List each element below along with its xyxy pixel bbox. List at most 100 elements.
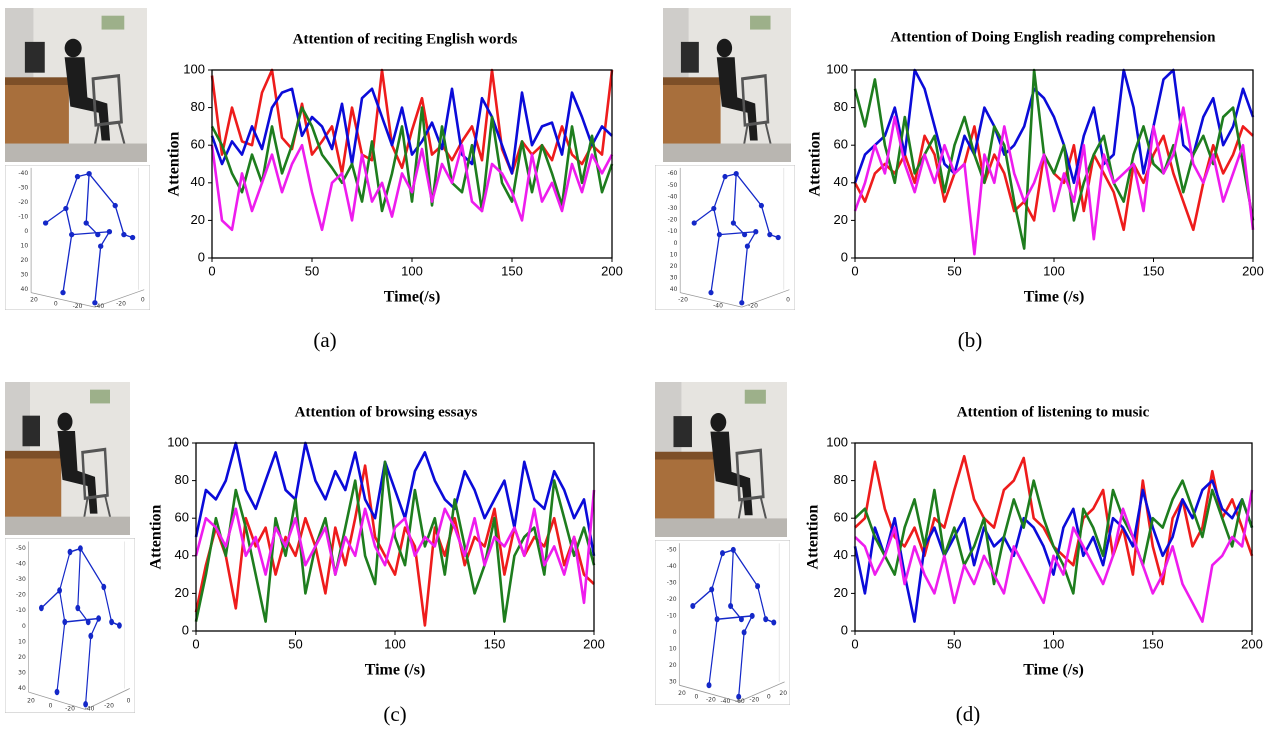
- series-line: [210, 68, 614, 175]
- y-axis-label: Attention: [148, 504, 165, 569]
- series-line: [853, 125, 1254, 232]
- x-axis-label: Time (/s): [1023, 662, 1084, 679]
- skeleton-z-tick: 20: [18, 654, 26, 661]
- skeleton-z-tick: 10: [670, 251, 678, 258]
- skeleton-z-tick: 40: [670, 286, 678, 293]
- skeleton-z-tick: -10: [18, 214, 28, 221]
- x-tick-label: 50: [305, 263, 319, 278]
- skeleton-bottom-tick: 20: [779, 690, 787, 697]
- skeleton-z-tick: 10: [669, 645, 677, 652]
- skeleton-z-tick: 30: [21, 272, 29, 279]
- skeleton-z-tick: -30: [16, 576, 26, 583]
- y-tick-label: 20: [834, 212, 848, 227]
- x-tick-label: 0: [851, 636, 858, 651]
- x-tick-label: 50: [947, 263, 961, 278]
- series-line: [854, 454, 1254, 586]
- skeleton-z-tick: -40: [668, 193, 678, 200]
- y-tick-label: 40: [175, 547, 189, 562]
- x-tick-label: 200: [601, 263, 623, 278]
- skeleton-z-tick: -20: [667, 596, 677, 603]
- skeleton-z-tick: 0: [24, 228, 28, 235]
- skeleton-z-tick: -40: [16, 561, 26, 568]
- skeleton-bottom-tick: -20: [73, 303, 83, 310]
- skeleton-z-tick: -10: [667, 612, 677, 619]
- series-line: [194, 441, 596, 557]
- skeleton-z-tick: -30: [667, 579, 677, 586]
- skeleton-z-tick: -30: [668, 205, 678, 212]
- x-tick-label: 0: [192, 636, 199, 651]
- series-line: [194, 460, 596, 623]
- panel-label: (c): [383, 702, 406, 726]
- x-tick-label: 100: [384, 636, 406, 651]
- y-tick-label: 0: [198, 249, 205, 264]
- skeleton-z-tick: 0: [673, 629, 677, 636]
- skeleton-z-tick: 20: [21, 257, 29, 264]
- x-tick-label: 200: [1241, 636, 1263, 651]
- chart-title: Attention of reciting English words: [293, 31, 518, 47]
- y-tick-label: 60: [834, 510, 848, 525]
- x-tick-label: 200: [583, 636, 605, 651]
- x-axis-label: Time (/s): [1024, 289, 1085, 306]
- skeleton-z-tick: -30: [18, 185, 28, 192]
- photo: [5, 382, 130, 535]
- skeleton-z-tick: -20: [18, 199, 28, 206]
- skeleton-z-tick: 30: [18, 669, 26, 676]
- skeleton-bottom-tick: -60: [735, 698, 745, 705]
- series-line: [210, 143, 614, 232]
- y-tick-label: 60: [191, 137, 205, 152]
- y-tick-label: 40: [834, 174, 848, 189]
- panel-label: (b): [958, 328, 983, 352]
- skeleton-bottom-tick: -40: [85, 706, 95, 713]
- skeleton-bottom-tick: 0: [141, 296, 145, 303]
- x-tick-label: 0: [851, 263, 858, 278]
- x-tick-label: 50: [288, 636, 302, 651]
- skeleton-z-tick: 0: [674, 240, 678, 247]
- series-line: [854, 479, 1254, 595]
- x-tick-label: 0: [208, 263, 215, 278]
- y-axis-label: Attention: [807, 131, 824, 196]
- skeleton-bottom-tick: 0: [695, 694, 699, 701]
- y-tick-label: 60: [175, 510, 189, 525]
- x-tick-label: 100: [1043, 636, 1065, 651]
- y-tick-label: 100: [826, 434, 848, 449]
- y-tick-label: 80: [834, 99, 848, 114]
- skeleton-z-tick: 30: [669, 678, 677, 685]
- series-line: [853, 106, 1255, 256]
- skeleton-bottom-tick: -20: [748, 303, 758, 310]
- photo: [655, 382, 787, 537]
- skeleton-bottom-tick: -40: [720, 698, 730, 705]
- skeleton-bottom-tick: 0: [54, 301, 58, 308]
- y-tick-label: 40: [834, 547, 848, 562]
- x-tick-label: 100: [401, 263, 423, 278]
- skeleton-z-tick: -40: [667, 563, 677, 570]
- y-tick-label: 0: [841, 622, 848, 637]
- y-tick-label: 60: [834, 137, 848, 152]
- skeleton-z-tick: -10: [668, 228, 678, 235]
- skeleton-z-tick: -20: [668, 217, 678, 224]
- skeleton-z-tick: 0: [22, 623, 26, 630]
- panel-label: (a): [313, 328, 336, 352]
- x-tick-label: 50: [947, 636, 961, 651]
- chart-title: Attention of browsing essays: [295, 404, 478, 420]
- photo: [5, 8, 147, 162]
- skeleton-bottom-tick: -20: [749, 696, 759, 703]
- skeleton-bottom-tick: 20: [30, 296, 38, 303]
- series-line: [210, 87, 613, 175]
- x-tick-label: 150: [501, 263, 523, 278]
- y-tick-label: 20: [191, 212, 205, 227]
- skeleton-z-tick: -60: [668, 170, 678, 177]
- y-tick-label: 0: [182, 622, 189, 637]
- series-line: [853, 68, 1255, 250]
- y-tick-label: 20: [834, 585, 848, 600]
- series-line: [854, 489, 1254, 623]
- series-line: [194, 489, 596, 605]
- skeleton-z-tick: -50: [16, 545, 26, 552]
- y-tick-label: 40: [191, 174, 205, 189]
- y-tick-label: 100: [167, 434, 189, 449]
- series-line: [853, 479, 1254, 623]
- skeleton-z-tick: 40: [21, 286, 29, 293]
- skeleton-bottom-tick: 20: [27, 697, 35, 704]
- skeleton-z-tick: 30: [670, 275, 678, 282]
- skeleton-z-tick: 10: [21, 243, 29, 250]
